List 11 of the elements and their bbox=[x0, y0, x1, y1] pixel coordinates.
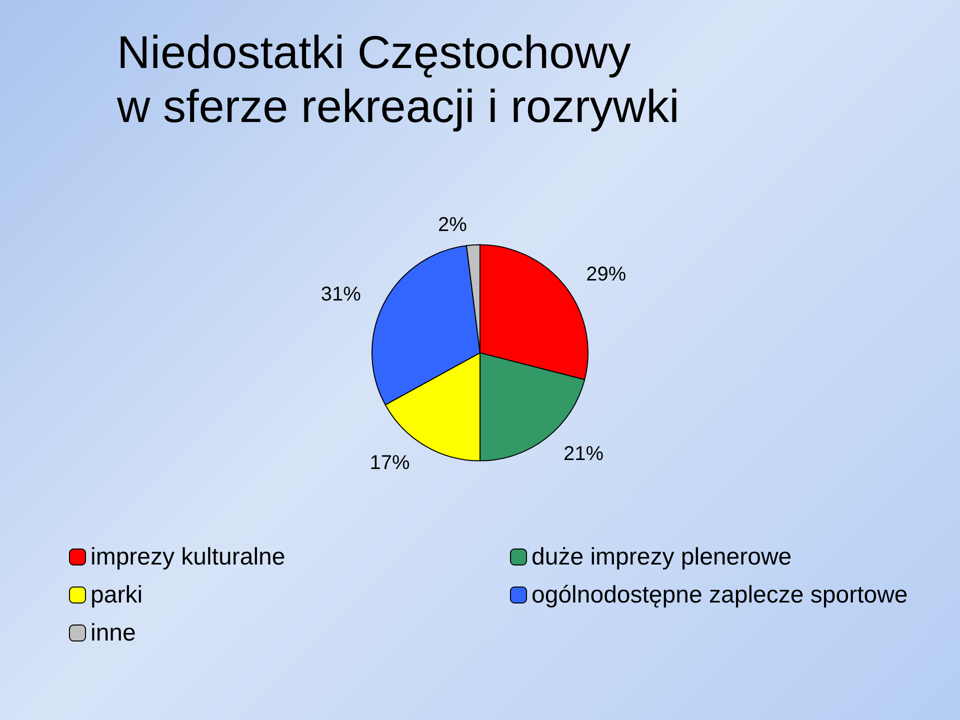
legend-label: parki bbox=[90, 582, 143, 608]
legend-label: duże imprezy plenerowe bbox=[532, 544, 792, 570]
chart-title: Niedostatki Częstochowy w sferze rekreacji i rozrywki bbox=[116, 26, 680, 132]
data-label: 2% bbox=[438, 214, 468, 236]
legend-label: inne bbox=[90, 620, 136, 646]
legend-label: imprezy kulturalne bbox=[90, 544, 286, 570]
legend-label: ogólnodostępne zaplecze sportowe bbox=[532, 582, 908, 608]
data-label: 21% bbox=[563, 442, 604, 465]
data-label: 31% bbox=[320, 284, 362, 306]
data-label: 17% bbox=[370, 452, 410, 474]
data-label: 29% bbox=[586, 263, 626, 286]
